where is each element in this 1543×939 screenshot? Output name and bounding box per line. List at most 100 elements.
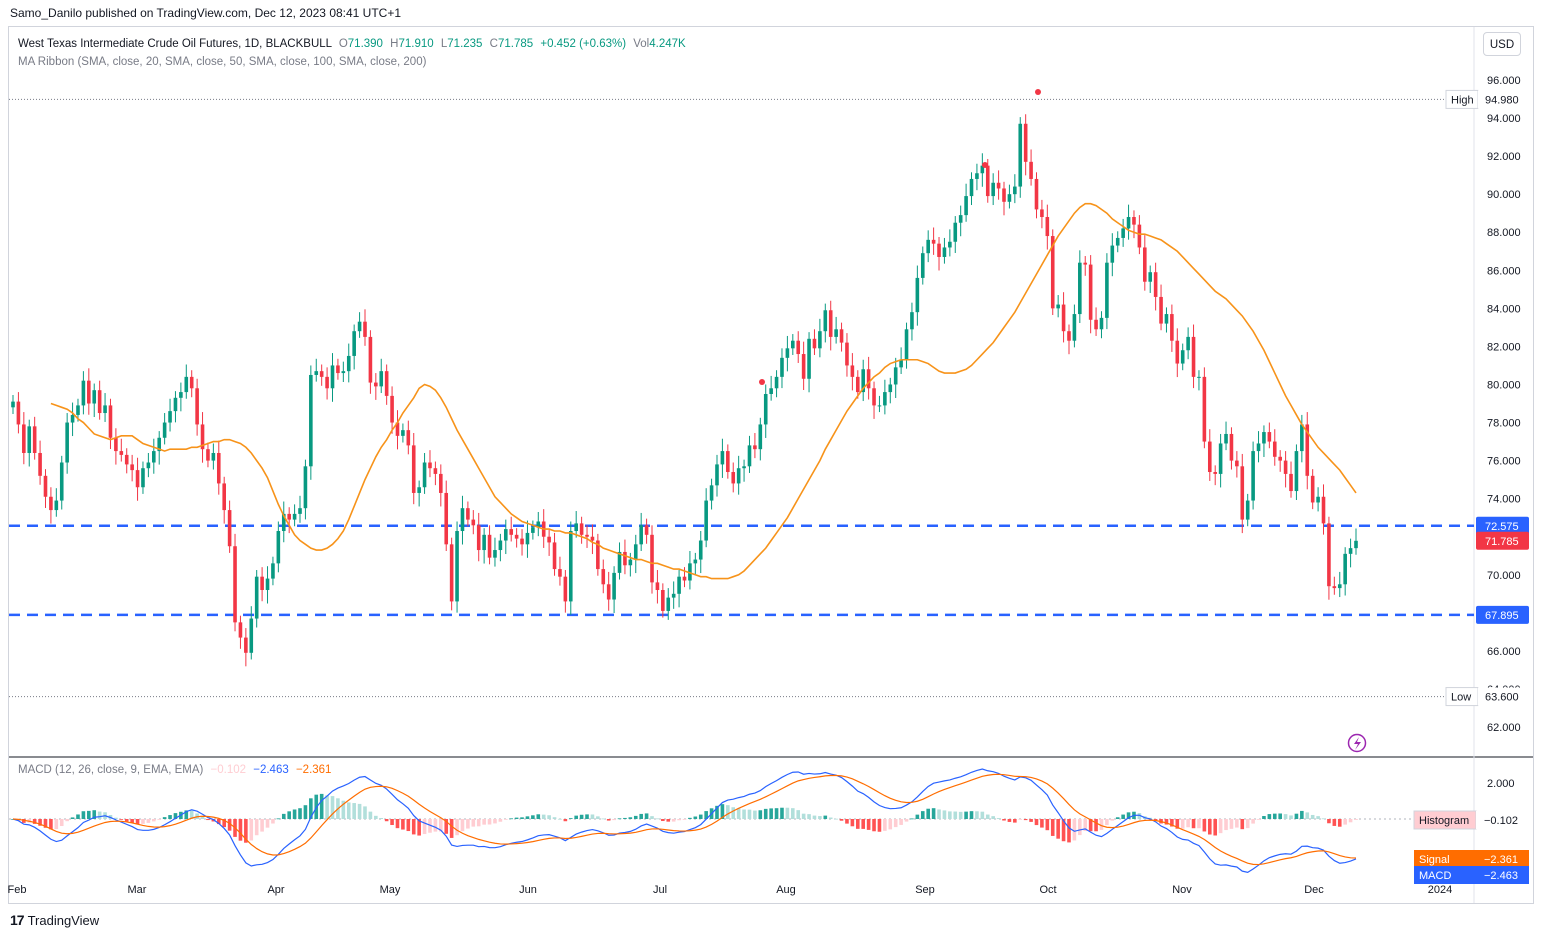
candle-body <box>1034 178 1039 210</box>
candle <box>948 229 952 257</box>
candle-body <box>1159 296 1163 324</box>
candle-body <box>1251 451 1255 501</box>
macd-hist-bar <box>861 819 866 829</box>
macd-hist-bar <box>374 815 378 819</box>
level-tag-box <box>1476 516 1529 535</box>
candle <box>1132 210 1136 239</box>
macd-hist-bar <box>384 819 389 822</box>
candle-body <box>1137 224 1142 248</box>
candle-body <box>189 376 194 389</box>
candle-body <box>910 312 914 330</box>
currency-button[interactable]: USD <box>1483 32 1521 56</box>
candle <box>639 512 643 551</box>
macd-hist-bar <box>606 819 611 821</box>
candle-body <box>238 622 243 638</box>
ma-ribbon-legend[interactable]: MA Ribbon (SMA, close, 20, SMA, close, 5… <box>18 56 427 68</box>
macd-hist-bar <box>406 819 411 832</box>
macd-hist-bar <box>818 816 822 819</box>
candle-body <box>384 371 389 396</box>
candle-body <box>958 215 963 223</box>
candle <box>1164 307 1169 333</box>
macd-hist-bar <box>260 819 264 832</box>
candle-body <box>850 365 855 377</box>
candle <box>942 237 947 264</box>
high-marker <box>1035 89 1041 95</box>
candle <box>839 322 844 352</box>
candle <box>991 173 995 206</box>
footer-brand[interactable]: TradingView <box>27 912 100 928</box>
symbol-name[interactable]: West Texas Intermediate Crude Oil Future… <box>18 38 332 50</box>
lightning-icon <box>1347 733 1367 753</box>
candle-body <box>309 374 313 467</box>
macd-hist-bar <box>796 810 801 819</box>
candle <box>401 423 405 443</box>
candle <box>1045 204 1050 250</box>
candle <box>1245 493 1250 527</box>
macd-hist-bar <box>579 814 584 819</box>
macd-signal-value: −2.361 <box>295 764 332 776</box>
candle <box>1013 174 1017 204</box>
macd-hist-bar <box>877 819 882 832</box>
macd-tag-2: MACD −2.463 <box>1414 866 1529 884</box>
macd-hist-bar <box>81 811 86 819</box>
time-tick-label: May <box>380 884 401 896</box>
candle <box>509 516 514 542</box>
macd-hist-bar <box>1256 819 1261 820</box>
price-tick-label: 96.000 <box>1487 75 1521 87</box>
candle <box>49 487 53 524</box>
macd-hist-bar <box>1207 819 1212 835</box>
candle <box>179 382 183 412</box>
candle-body <box>1164 314 1169 324</box>
candle-body <box>1099 317 1104 330</box>
macd-tag-value: −2.463 <box>1484 870 1518 882</box>
candle <box>244 628 248 667</box>
time-tick-label: Jun <box>519 884 537 896</box>
candle <box>1348 538 1353 568</box>
candle <box>341 361 346 383</box>
candle <box>715 454 719 497</box>
macd-hist-bar <box>1164 819 1169 825</box>
macd-hist-bar <box>785 807 790 819</box>
candle-body <box>666 597 671 611</box>
candle-body <box>65 422 69 463</box>
candle <box>460 495 465 545</box>
candle-body <box>460 508 465 532</box>
candle-body <box>1180 350 1185 364</box>
candle-body <box>769 388 773 394</box>
candle-body <box>168 411 172 423</box>
candle <box>260 567 264 602</box>
candle-body <box>1018 123 1023 187</box>
candle-body <box>503 529 508 541</box>
candle-body <box>596 540 600 570</box>
macd-hist-bar <box>87 810 91 819</box>
candle <box>1213 465 1218 486</box>
candle-body <box>87 380 91 404</box>
candle <box>233 533 237 632</box>
macd-hist-bar <box>189 810 194 819</box>
candle-body <box>103 405 107 414</box>
macd-hist-bar <box>612 819 616 821</box>
candle-body <box>352 331 356 356</box>
candle-body <box>563 576 568 602</box>
macd-hist-bar <box>541 814 546 819</box>
candle <box>633 534 638 574</box>
candle <box>671 581 676 609</box>
candle-body <box>996 182 1001 189</box>
macd-legend[interactable]: MACD (12, 26, close, 9, EMA, EMA) −0.102… <box>18 764 331 776</box>
candle <box>130 454 134 482</box>
candle <box>910 302 914 341</box>
macd-hist-bar <box>1034 819 1039 826</box>
candle <box>1088 255 1093 334</box>
macd-hist-bar <box>1105 819 1109 826</box>
macd-hist-bar <box>1175 819 1180 829</box>
candle-body <box>617 551 622 573</box>
macd-hist-bar <box>357 803 362 819</box>
candle-body <box>287 513 291 520</box>
macd-hist-bar <box>1283 814 1288 819</box>
candle-body <box>514 534 519 539</box>
candle-body <box>244 637 248 653</box>
candle <box>1256 431 1261 463</box>
candle <box>482 528 486 564</box>
candle-body <box>688 563 692 581</box>
